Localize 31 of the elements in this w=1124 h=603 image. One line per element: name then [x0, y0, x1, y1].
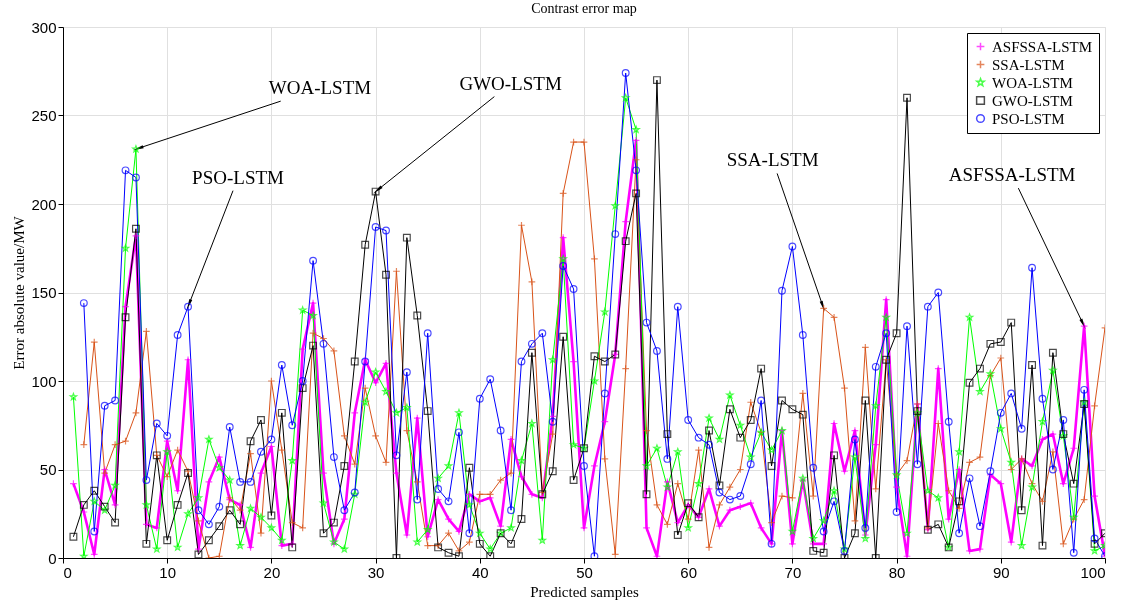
annotation: WOA-LSTM	[268, 77, 372, 99]
x-tick-label: 100	[1080, 563, 1106, 581]
annotation: SSA-LSTM	[726, 149, 819, 171]
y-tick-label: 250	[31, 107, 57, 124]
chart-title: Contrast error map	[531, 1, 637, 16]
annotation: ASFSSA-LSTM	[948, 164, 1076, 186]
annotation: GWO-LSTM	[459, 72, 562, 94]
x-tick-label: 60	[680, 563, 698, 581]
y-tick-label: 200	[31, 195, 57, 213]
x-axis-title: Predicted samples	[530, 583, 640, 600]
x-tick-label: 80	[888, 563, 906, 581]
y-axis-title: Error absolute value/MW	[11, 215, 28, 370]
x-tick-label: 50	[576, 563, 593, 581]
x-tick-label: 70	[784, 563, 802, 581]
y-tick-label: 0	[48, 549, 57, 567]
legend-label: SSA-LSTM	[992, 56, 1065, 73]
x-tick-label: 0	[63, 563, 72, 581]
x-tick-label: 90	[992, 563, 1010, 581]
legend-label: GWO-LSTM	[992, 92, 1073, 109]
x-tick-label: 20	[263, 563, 281, 581]
x-tick-label: 40	[471, 563, 489, 581]
x-tick-label: 10	[159, 563, 177, 581]
x-tick-label: 30	[367, 563, 385, 581]
y-tick-label: 150	[31, 284, 57, 301]
legend-label: WOA-LSTM	[992, 74, 1073, 91]
y-tick-label: 100	[31, 372, 57, 390]
annotation: PSO-LSTM	[192, 166, 285, 188]
legend-label: ASFSSA-LSTM	[992, 38, 1093, 55]
y-tick-label: 50	[39, 461, 57, 478]
y-tick-label: 300	[31, 18, 57, 36]
legend-label: PSO-LSTM	[992, 110, 1065, 127]
